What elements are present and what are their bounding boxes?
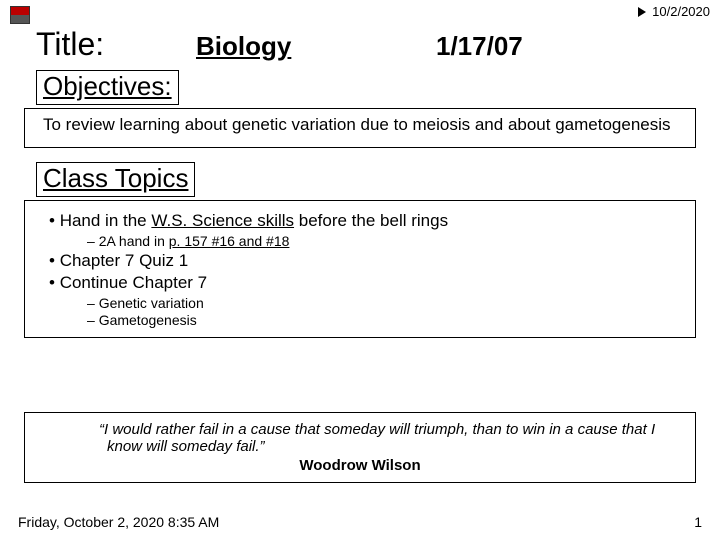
class-topics-body: Hand in the W.S. Science skills before t…	[24, 200, 696, 338]
topic-1a-pre: 2A hand in	[99, 233, 169, 249]
footer-timestamp: Friday, October 2, 2020 8:35 AM	[18, 514, 219, 530]
title-subject: Biology	[196, 31, 396, 62]
title-date: 1/17/07	[436, 31, 523, 62]
objectives-header: Objectives:	[36, 70, 179, 105]
arrow-right-icon	[638, 7, 646, 17]
footer-page-number: 1	[694, 514, 702, 530]
topic-item-3a: Genetic variation	[39, 295, 681, 311]
topic-item-3: Continue Chapter 7	[39, 273, 681, 293]
topic-1-underline: W.S. Science skills	[151, 211, 294, 230]
topic-1-pre: Hand in the	[60, 211, 152, 230]
topic-item-3b: Gametogenesis	[39, 312, 681, 328]
objectives-body: To review learning about genetic variati…	[24, 108, 696, 148]
quote-text: “I would rather fail in a cause that som…	[37, 421, 683, 455]
class-topics-header: Class Topics	[36, 162, 195, 197]
topic-item-1: Hand in the W.S. Science skills before t…	[39, 211, 681, 231]
topic-item-2: Chapter 7 Quiz 1	[39, 251, 681, 271]
topic-1a-underline: p. 157 #16 and #18	[169, 233, 290, 249]
topic-1-post: before the bell rings	[294, 211, 448, 230]
title-row: Title: Biology 1/17/07	[36, 26, 700, 63]
objectives-text: To review learning about genetic variati…	[43, 115, 671, 134]
topic-item-1a: 2A hand in p. 157 #16 and #18	[39, 233, 681, 249]
top-date: 10/2/2020	[652, 4, 710, 19]
title-label: Title:	[36, 26, 196, 63]
app-logo-icon	[10, 6, 30, 24]
top-date-bar: 10/2/2020	[638, 4, 710, 19]
quote-block: “I would rather fail in a cause that som…	[24, 412, 696, 483]
quote-author: Woodrow Wilson	[37, 457, 683, 474]
